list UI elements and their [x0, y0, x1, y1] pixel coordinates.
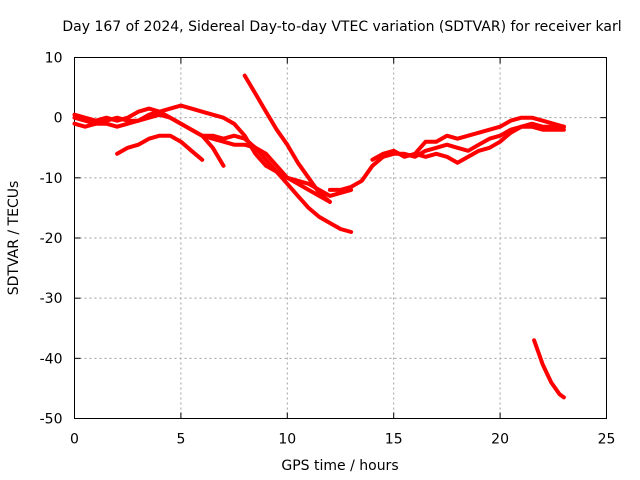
- series-line-arc-10: [532, 338, 566, 400]
- x-tick-label: 20: [491, 432, 509, 448]
- y-tick-label: -50: [40, 412, 63, 428]
- x-tick-label: 15: [385, 432, 403, 448]
- y-tick-label: -20: [40, 231, 63, 247]
- series-group: [72, 73, 566, 400]
- x-tick-label: 25: [598, 432, 616, 448]
- y-tick-label: 10: [45, 51, 63, 67]
- y-tick-label: 0: [54, 111, 63, 127]
- x-tick-label: 0: [70, 432, 79, 448]
- series-line-arc-9: [413, 124, 566, 165]
- series-line-arc-8: [370, 115, 566, 162]
- series-line-arc-3: [72, 106, 226, 168]
- x-tick-label: 5: [176, 432, 185, 448]
- y-tick-label: -40: [40, 351, 63, 367]
- grid: [74, 57, 607, 419]
- series-line-arc-5: [200, 133, 354, 234]
- series-line-arc-1: [72, 103, 354, 198]
- x-axis-label: GPS time / hours: [281, 458, 398, 474]
- x-tick-label: 10: [278, 432, 296, 448]
- chart-title: Day 167 of 2024, Sidereal Day-to-day VTE…: [62, 19, 621, 35]
- series-line-arc-6: [242, 73, 332, 204]
- series-line-arc-4: [115, 133, 205, 162]
- y-tick-label: -30: [40, 291, 63, 307]
- y-axis-label: SDTVAR / TECUs: [6, 181, 22, 296]
- axis-ticks: 0 5 10 15 20 25 10 0 -10 -20 -30 -40 -50: [40, 51, 616, 448]
- y-tick-label: -10: [40, 171, 63, 187]
